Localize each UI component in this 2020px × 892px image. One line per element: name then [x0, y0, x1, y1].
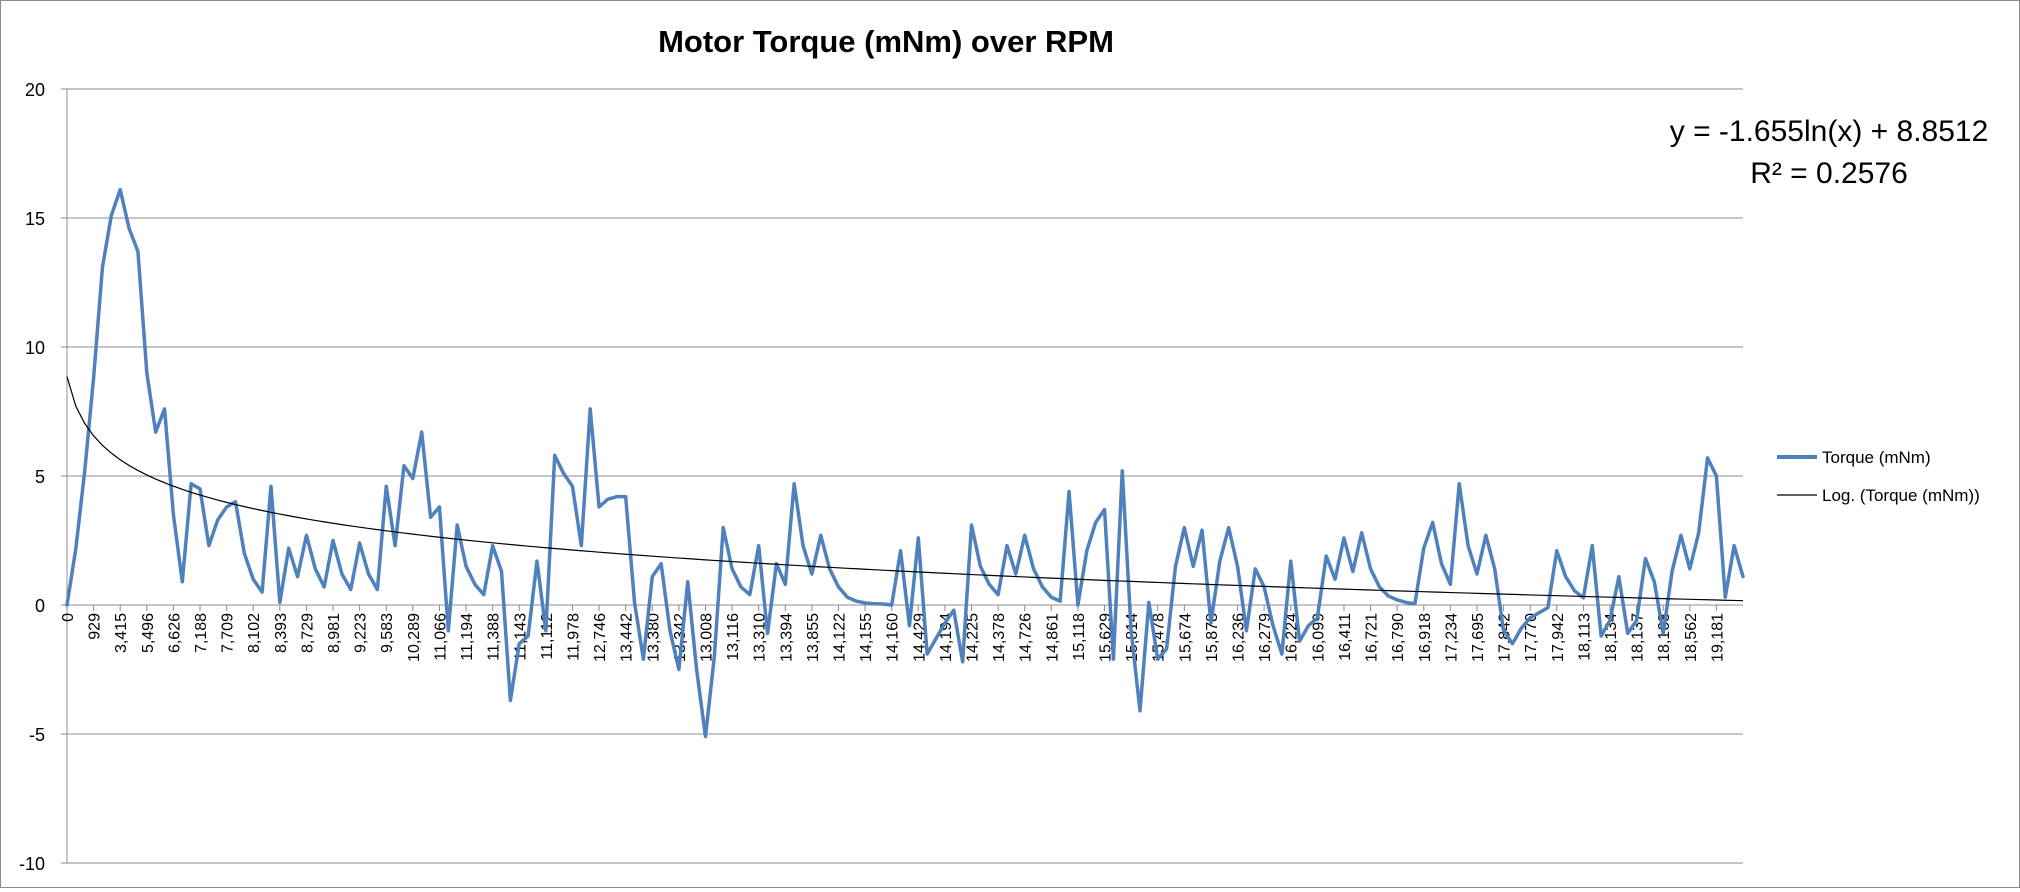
legend-label-torque: Torque (mNm) — [1822, 448, 1931, 467]
x-tick-label: 14,378 — [991, 613, 1008, 662]
x-tick-label: 11,066 — [432, 613, 449, 661]
grid-lines — [61, 88, 1743, 864]
x-tick-label: 11,194 — [459, 613, 476, 661]
x-tick-label: 0 — [60, 613, 77, 622]
x-tick-label: 8,729 — [299, 613, 316, 653]
x-tick-label: 11,978 — [565, 613, 582, 661]
x-tick-label: 16,236 — [1231, 613, 1248, 662]
x-tick-label: 18,562 — [1683, 613, 1700, 662]
y-tick-label: -10 — [19, 854, 45, 874]
x-tick-label: 14,155 — [858, 613, 875, 662]
x-tick-label: 15,674 — [1177, 613, 1194, 662]
x-tick-label: 13,380 — [645, 613, 662, 662]
x-tick-label: 8,981 — [326, 613, 343, 653]
chart-title: Motor Torque (mNm) over RPM — [658, 24, 1114, 59]
x-tick-label: 7,709 — [220, 613, 237, 653]
x-tick-label: 5,496 — [140, 613, 157, 653]
x-tick-label: 16,918 — [1417, 613, 1434, 662]
x-tick-label: 16,790 — [1390, 613, 1407, 662]
x-tick-label: 17,234 — [1443, 613, 1460, 662]
x-tick-label: 17,695 — [1470, 613, 1487, 662]
x-tick-label: 16,279 — [1257, 613, 1274, 662]
x-tick-label: 15,878 — [1204, 613, 1221, 662]
plot-series — [65, 187, 1745, 739]
x-tick-label: 6,626 — [166, 613, 183, 653]
x-tick-label: 18,113 — [1576, 613, 1593, 661]
legend-label-trendline: Log. (Torque (mNm)) — [1822, 486, 1980, 505]
y-axis: 20 15 10 5 0 -5 -10 — [19, 80, 68, 874]
x-tick-label: 17,770 — [1523, 613, 1540, 662]
x-tick-label: 14,122 — [831, 613, 848, 662]
series-line-torque — [65, 187, 1745, 739]
x-tick-label: 14,861 — [1044, 613, 1061, 662]
y-tick-label: 5 — [35, 467, 45, 487]
x-tick-label: 13,310 — [752, 613, 769, 662]
x-tick-label: 10,289 — [406, 613, 423, 662]
trendline-layer — [66, 376, 1744, 602]
legend: Torque (mNm) Log. (Torque (mNm)) — [1777, 448, 1980, 505]
x-tick-label: 14,225 — [965, 613, 982, 662]
trendline-log — [66, 376, 1744, 602]
x-tick-label: 15,118 — [1071, 613, 1088, 661]
trendline-equation: y = -1.655ln(x) + 8.8512 — [1670, 115, 1989, 148]
y-tick-label: -5 — [29, 725, 45, 745]
x-tick-label: 17,942 — [1550, 613, 1567, 662]
x-axis: 0 929 3,415 5,496 6,626 7,188 7,709 8,102 8,393 8… — [60, 604, 1743, 662]
y-tick-label: 0 — [35, 596, 45, 616]
x-tick-label: 16,411 — [1337, 613, 1354, 661]
x-tick-label: 9,583 — [379, 613, 396, 653]
x-tick-label: 13,442 — [619, 613, 636, 662]
x-tick-label: 11,143 — [512, 613, 529, 661]
x-tick-label: 8,102 — [246, 613, 263, 653]
x-tick-label: 13,394 — [778, 613, 795, 662]
x-tick-label: 14,160 — [885, 613, 902, 662]
y-tick-label: 20 — [25, 80, 45, 100]
x-tick-label: 13,116 — [725, 613, 742, 661]
y-tick-label: 10 — [25, 338, 45, 358]
x-tick-label: 11,388 — [486, 613, 503, 661]
x-tick-label: 12,746 — [592, 613, 609, 662]
x-tick-label: 7,188 — [193, 613, 210, 653]
y-tick-label: 15 — [25, 209, 45, 229]
x-tick-label: 16,099 — [1310, 613, 1327, 662]
x-tick-label: 16,721 — [1364, 613, 1381, 662]
trendline-r-squared: R² = 0.2576 — [1750, 157, 1908, 190]
x-tick-label: 11,112 — [539, 613, 556, 660]
x-tick-label: 929 — [87, 613, 104, 640]
x-tick-label: 17,842 — [1497, 613, 1514, 662]
x-tick-label: 8,393 — [273, 613, 290, 653]
x-tick-label: 3,415 — [113, 613, 130, 653]
x-tick-label: 9,223 — [353, 613, 370, 653]
x-tick-label: 19,181 — [1709, 613, 1726, 662]
x-tick-label: 13,855 — [805, 613, 822, 662]
x-tick-label: 13,008 — [698, 613, 715, 662]
x-tick-label: 14,726 — [1018, 613, 1035, 662]
